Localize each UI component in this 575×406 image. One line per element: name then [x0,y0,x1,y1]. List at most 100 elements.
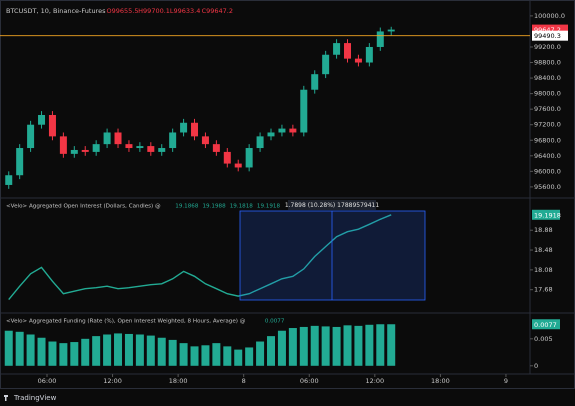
last-value-marker [532,209,560,220]
x-tick-label: 06:00 [38,377,57,385]
funding-bar [168,339,177,366]
candle-body [147,146,155,152]
candle-body [256,136,264,149]
candle-body [333,43,341,55]
funding-bar [59,343,68,366]
candle-body [289,128,297,133]
candle-body [136,146,144,149]
last-value-label: 0.0077 [534,321,557,329]
x-tick-label: 8 [242,377,246,385]
candle-body [92,144,100,152]
symbol-title: BTCUSDT, 10, Binance-Futures [6,7,106,15]
y-tick-label: 98400.0 [534,74,561,82]
x-tick-label: 06:00 [300,377,319,385]
pane-title: <Velo> Aggregated Funding (Rate (%), Ope… [6,319,246,325]
funding-bar [299,326,308,366]
price-marker-label: 99490.3 [534,32,561,40]
funding-bar [332,326,341,366]
ohlc-label: H99700.1 [138,7,170,15]
pane-title-value: 19.1868 [175,204,199,210]
candle-body [59,136,67,154]
x-tick-label: 12:00 [103,377,122,385]
y-tick-label: 98000.0 [534,90,561,98]
funding-bar [15,331,24,366]
candle-body [125,144,133,149]
measure-label-bg [288,200,376,210]
candle-body [344,43,352,59]
candle-body [212,144,220,152]
y-tick-label: 96800.0 [534,136,561,144]
funding-bar [387,324,396,366]
candle-body [365,46,373,63]
y-tick-label: 18.88 [534,226,553,234]
x-tick-label: 12:00 [365,377,384,385]
y-tick-label: 97600.0 [534,105,561,113]
funding-bar [37,337,46,366]
pane-title-value: 0.0077 [265,319,285,325]
y-tick-label: 18.08 [534,266,553,274]
funding-bar [92,336,101,366]
funding-bar [212,343,221,366]
candle-body [387,29,395,32]
pane-title-value: 19.1988 [203,204,227,210]
candle-body [234,163,242,168]
funding-bar [376,324,385,366]
candle-body [223,151,231,164]
candle-body [103,132,111,145]
funding-bar [146,335,155,366]
y-tick-label: 96000.0 [534,167,561,175]
pane-title: <Velo> Aggregated Open Interest (Dollars… [6,204,161,210]
candle-body [5,175,13,185]
funding-bar [114,333,123,366]
brand-logo [4,395,8,401]
candle-body [245,148,253,168]
candle-body [16,148,24,176]
price-marker [532,30,568,41]
y-tick-label: 17.68 [534,286,553,294]
funding-bar [365,324,374,366]
oi-line [8,214,392,301]
funding-bar [201,345,210,366]
candle-body [354,58,362,63]
funding-bar [256,341,265,366]
candle-body [27,124,35,149]
funding-bar [48,341,57,366]
candle-body [201,136,209,145]
funding-bar [103,334,112,366]
x-tick-label: 18:00 [169,377,188,385]
funding-bar [179,343,188,366]
y-tick-label: 99200.0 [534,43,561,51]
funding-bar [310,325,319,366]
candle-body [48,114,56,137]
funding-bar [157,337,166,366]
candle-body [376,31,384,47]
candle-body [180,122,188,133]
y-tick-label: 0.005 [534,335,553,343]
funding-bar [81,338,90,366]
y-tick-label: 100000.0 [534,12,565,20]
candle-body [322,54,330,75]
measure-box[interactable] [239,210,426,301]
y-tick-label: 96400.0 [534,152,561,160]
candle-body [267,132,275,137]
funding-bar [135,334,144,366]
funding-bar [288,328,297,366]
candle-body [70,149,78,154]
last-value-label: 19.1918 [534,211,561,219]
y-tick-label: 18.48 [534,246,553,254]
funding-bar [343,325,352,366]
ohlc-label: C99647.2 [202,7,233,15]
ohlc-label: L99633.4 [170,7,201,15]
x-tick-label: 18:00 [431,377,450,385]
candle-body [169,132,177,149]
brand: TradingView [13,394,57,402]
price-marker [532,24,568,35]
funding-bar [70,342,79,366]
funding-bar [4,330,13,366]
pane-title-value: 19.1818 [230,204,254,210]
last-value-marker [532,319,560,330]
candle-body [81,149,89,152]
pane-title-value: 19.1918 [257,204,281,210]
candle-body [191,122,199,137]
